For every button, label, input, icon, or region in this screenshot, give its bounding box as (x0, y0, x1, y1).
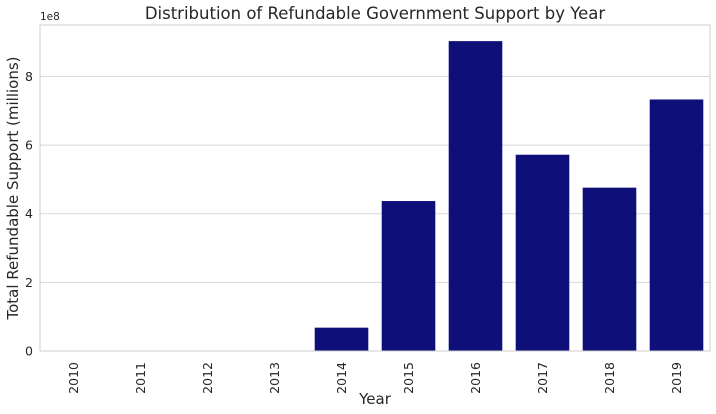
x-tick-label: 2017 (535, 362, 550, 394)
x-tick-label: 2010 (66, 362, 81, 394)
x-tick-label: 2016 (468, 362, 483, 394)
plot-frame (39, 24, 711, 352)
x-tick-label: 2018 (602, 362, 617, 394)
y-tick-label: 4 (25, 206, 33, 221)
bars-layer (314, 41, 704, 352)
bar-2015 (381, 201, 436, 351)
x-tick-label: 2012 (200, 362, 215, 394)
x-tick-label: 2014 (334, 362, 349, 394)
bar-2019 (649, 99, 704, 351)
y-offset-label: 1e8 (40, 11, 60, 23)
y-axis-title: Total Refundable Support (millions) (4, 56, 22, 320)
x-tick-label: 2011 (133, 362, 148, 394)
bar-2018 (582, 187, 637, 351)
y-tick-label: 6 (25, 138, 33, 153)
x-tick-label: 2015 (401, 362, 416, 394)
chart-title: Distribution of Refundable Government Su… (145, 4, 606, 23)
x-tick-labels: 2010 2011 2012 2013 2014 2015 2016 2017 2018 2019 (66, 362, 684, 394)
y-tick-labels: 0 2 4 6 8 (25, 69, 33, 359)
bar-2016 (448, 41, 503, 352)
y-tick-label: 2 (25, 275, 33, 290)
bar-2017 (515, 154, 570, 351)
x-axis-title: Year (358, 390, 392, 408)
y-tick-label: 0 (25, 344, 33, 359)
bar-2014 (314, 327, 369, 351)
y-tick-label: 8 (25, 69, 33, 84)
x-tick-label: 2019 (669, 362, 684, 394)
x-tick-label: 2013 (267, 362, 282, 394)
